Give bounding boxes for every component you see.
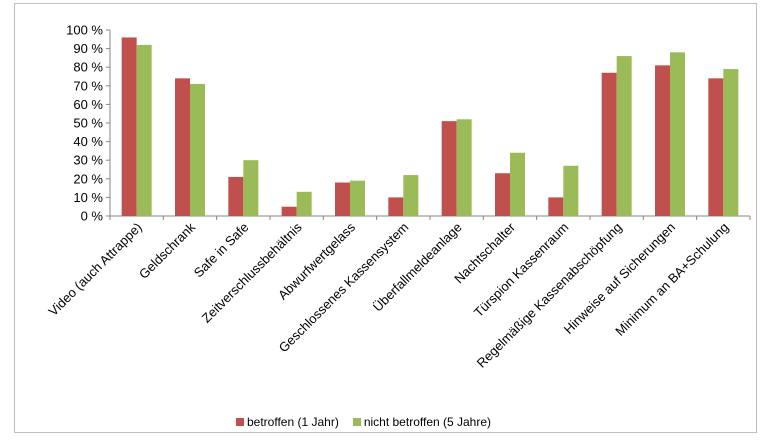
legend-swatch-series-1 (236, 418, 244, 426)
x-tick-label: Überfallmeldeanlage (370, 220, 465, 315)
bar-betroffen-9 (601, 72, 617, 216)
bar-nicht-betroffen-7 (510, 152, 525, 216)
y-tick-label: 30 % (73, 153, 103, 168)
bar-betroffen-8 (548, 197, 564, 216)
y-tick-label: 80 % (73, 60, 103, 75)
x-tick-label: Hinweise auf Sicherungen (561, 220, 678, 337)
y-tick-label: 20 % (73, 171, 103, 186)
y-tick-label: 70 % (73, 78, 103, 93)
x-tick-label: Türspion Kassenraum (471, 220, 572, 321)
chart-frame: 0 % 10 % 20 % 30 % 40 % 50 % 60 % 70 % 80 % 90 % 1… (14, 3, 757, 433)
y-tick-label: 90 % (73, 41, 103, 56)
y-tick-label: 0 % (81, 209, 104, 224)
legend-item-series-1: betroffen (1 Jahr) (236, 415, 339, 429)
x-tick-label: Minimum an BA+Schulung (612, 220, 731, 339)
bar-nicht-betroffen-6 (456, 119, 472, 216)
bar-betroffen-11 (708, 78, 724, 216)
bar-betroffen-7 (495, 173, 510, 216)
bar-nicht-betroffen-4 (350, 180, 365, 216)
x-tick-label: Video (auch Attrappe) (45, 220, 144, 319)
y-tick-label: 100 % (66, 23, 103, 38)
x-tick-label: Zeitverschlussbehältnis (199, 219, 306, 326)
bar-nicht-betroffen-1 (190, 83, 205, 216)
bar-nicht-betroffen-0 (136, 44, 152, 216)
bar-chart: 0 % 10 % 20 % 30 % 40 % 50 % 60 % 70 % 80 % 90 % 1… (45, 23, 751, 371)
bar-betroffen-10 (655, 65, 670, 216)
legend-label-series-1: betroffen (1 Jahr) (247, 415, 339, 429)
legend-swatch-series-2 (352, 418, 361, 426)
bar-betroffen-3 (281, 206, 297, 216)
bar-betroffen-6 (441, 121, 457, 216)
y-tick-label: 10 % (73, 190, 103, 205)
y-tick-label: 40 % (73, 134, 103, 149)
legend: betroffen (1 Jahr) nicht betroffen (5 Ja… (236, 415, 501, 429)
y-tick-label: 50 % (73, 116, 103, 131)
bar-nicht-betroffen-3 (296, 191, 312, 216)
bar-nicht-betroffen-10 (670, 52, 685, 216)
bar-nicht-betroffen-5 (403, 175, 419, 216)
bar-nicht-betroffen-11 (723, 69, 739, 216)
bar-nicht-betroffen-2 (243, 160, 259, 216)
bar-betroffen-2 (228, 176, 244, 216)
bar-betroffen-0 (121, 37, 137, 216)
bar-betroffen-4 (335, 182, 350, 216)
legend-item-series-2: nicht betroffen (5 Jahre) (352, 415, 492, 429)
bar-betroffen-1 (175, 78, 190, 216)
bar-betroffen-5 (388, 197, 404, 216)
y-tick-label: 60 % (73, 97, 103, 112)
bar-nicht-betroffen-9 (616, 56, 632, 216)
x-tick-label: Geldschrank (136, 219, 199, 282)
legend-label-series-2: nicht betroffen (5 Jahre) (363, 415, 492, 429)
bar-nicht-betroffen-8 (563, 165, 579, 216)
